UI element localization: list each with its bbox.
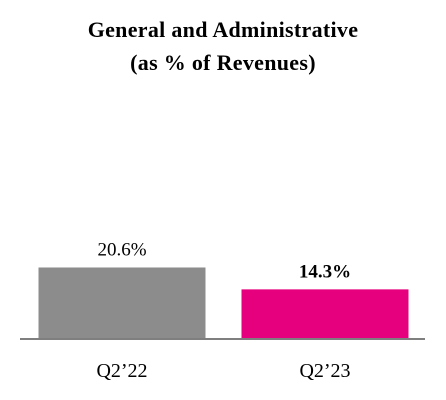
x-tick-label-1: Q2’22 [96, 360, 147, 382]
bar-2 [241, 289, 409, 339]
bar-1 [38, 267, 206, 339]
data-label-2: 14.3% [299, 261, 351, 282]
x-tick-label-2: Q2’23 [299, 360, 350, 382]
chart-title-line-1: General and Administrative [87, 17, 359, 42]
chart-title-line-2: (as % of Revenues) [130, 50, 316, 75]
data-label-1: 20.6% [97, 239, 146, 260]
